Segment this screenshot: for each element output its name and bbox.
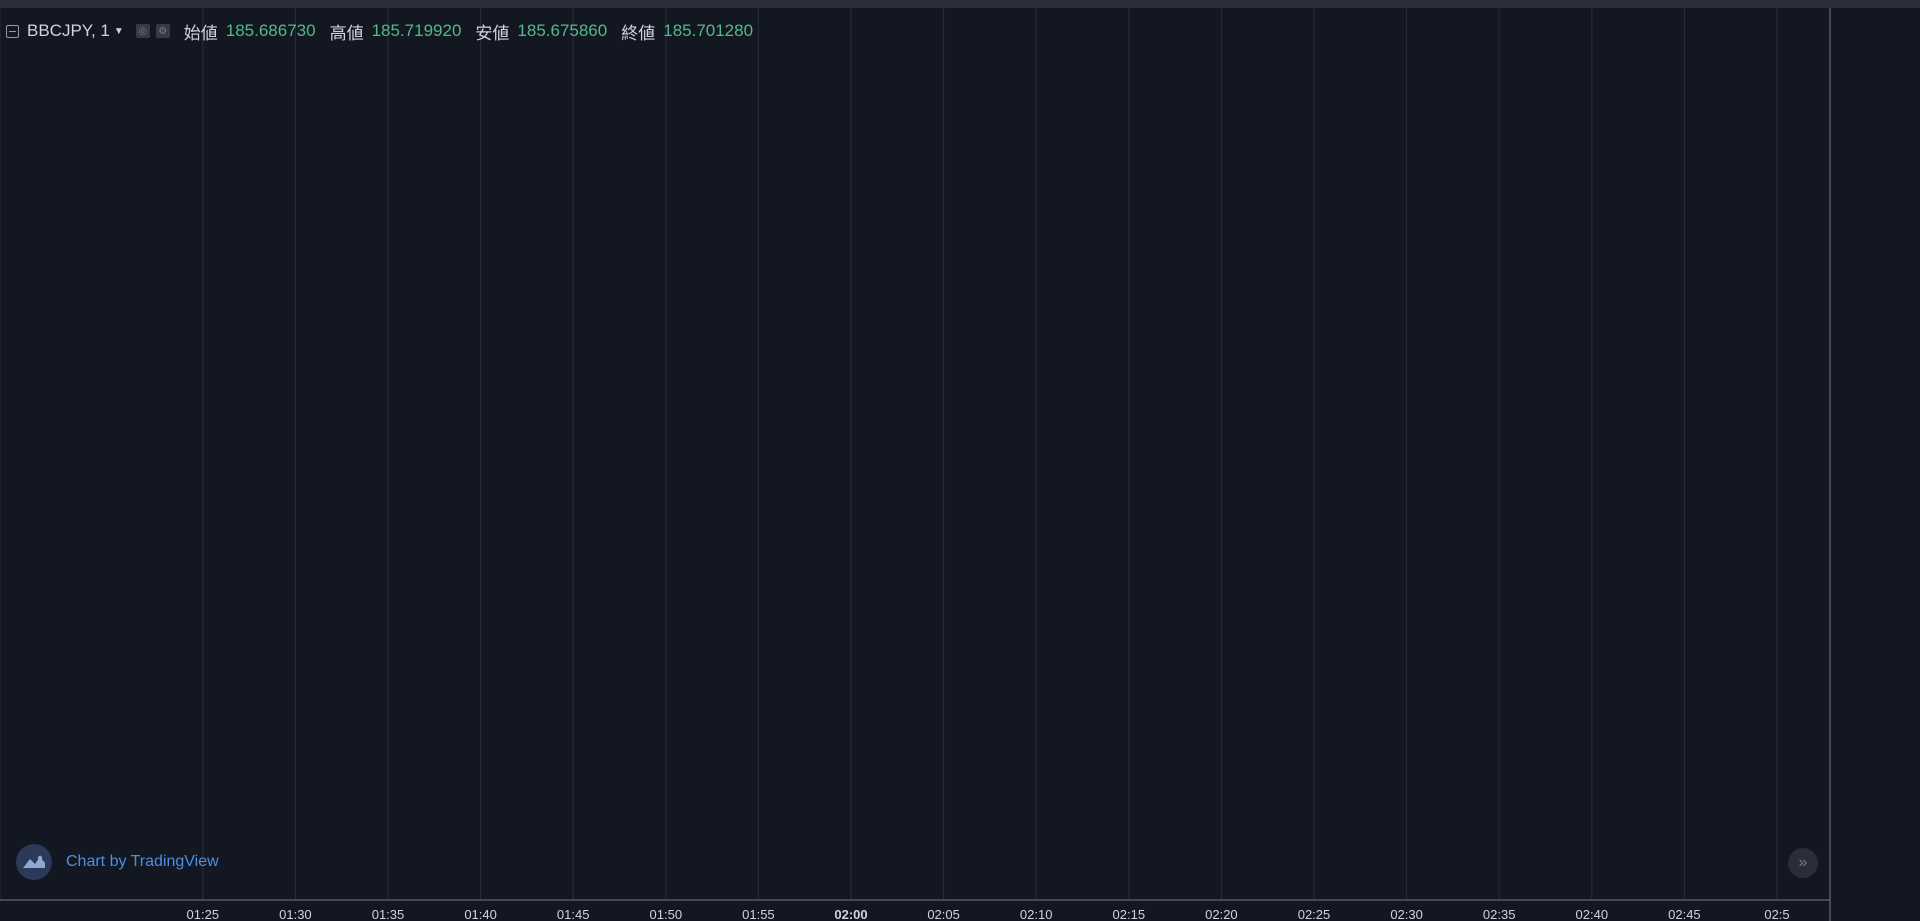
high-label: 高値 xyxy=(329,23,364,43)
tradingview-logo-icon xyxy=(16,844,52,880)
x-tick-label: 02:5 xyxy=(1764,907,1789,921)
x-tick-label: 01:25 xyxy=(187,907,220,921)
candlestick-chart[interactable]: 224.000000220.000000216.000000212.000000… xyxy=(0,8,1920,921)
x-tick-label: 01:30 xyxy=(279,907,312,921)
low-label: 安値 xyxy=(475,23,510,43)
x-tick-label: 02:40 xyxy=(1576,907,1609,921)
x-tick-label: 02:10 xyxy=(1020,907,1053,921)
open-label: 始値 xyxy=(183,23,218,43)
symbol-name[interactable]: BBCJPY, 1 xyxy=(27,21,110,40)
x-tick-label: 01:50 xyxy=(650,907,683,921)
x-tick-label: 02:20 xyxy=(1205,907,1238,921)
top-toolbar-strip xyxy=(0,0,1920,8)
x-tick-label: 01:40 xyxy=(464,907,497,921)
watermark-text[interactable]: Chart by TradingView xyxy=(66,853,219,870)
x-tick-label: 02:05 xyxy=(927,907,960,921)
x-tick-label: 02:15 xyxy=(1113,907,1146,921)
x-tick-label: 01:45 xyxy=(557,907,590,921)
close-value: 185.701280 xyxy=(663,21,754,40)
price-axis: 224.000000220.000000216.000000212.000000… xyxy=(1829,8,1831,921)
legend-header: BBCJPY, 1 ▼ ◎ ⚙ 始値 185.686730 高値 185.719… xyxy=(6,18,753,44)
double-chevron-right-icon[interactable]: » xyxy=(1788,848,1818,878)
high-value: 185.719920 xyxy=(371,21,462,40)
settings-icon[interactable]: ⚙ xyxy=(155,24,170,38)
x-tick-label: 02:45 xyxy=(1668,907,1701,921)
low-value: 185.675860 xyxy=(517,21,608,40)
x-tick-label: 01:55 xyxy=(742,907,775,921)
tradingview-watermark[interactable]: Chart by TradingView xyxy=(16,844,219,880)
x-tick-label: 02:25 xyxy=(1298,907,1331,921)
open-value: 185.686730 xyxy=(225,21,316,40)
close-label: 終値 xyxy=(621,23,656,43)
x-tick-label: 01:35 xyxy=(372,907,405,921)
chevron-down-icon[interactable]: ▼ xyxy=(113,25,124,37)
chart-grid xyxy=(0,8,1778,900)
x-tick-label: 02:35 xyxy=(1483,907,1516,921)
eye-icon[interactable]: ◎ xyxy=(135,24,150,38)
collapse-icon[interactable] xyxy=(6,24,19,38)
time-axis: 01:25 01:30 01:35 01:40 01:45 01:50 01:55 02:00… xyxy=(0,899,1830,921)
x-tick-label: 02:00 xyxy=(834,907,867,921)
x-tick-label: 02:30 xyxy=(1390,907,1423,921)
